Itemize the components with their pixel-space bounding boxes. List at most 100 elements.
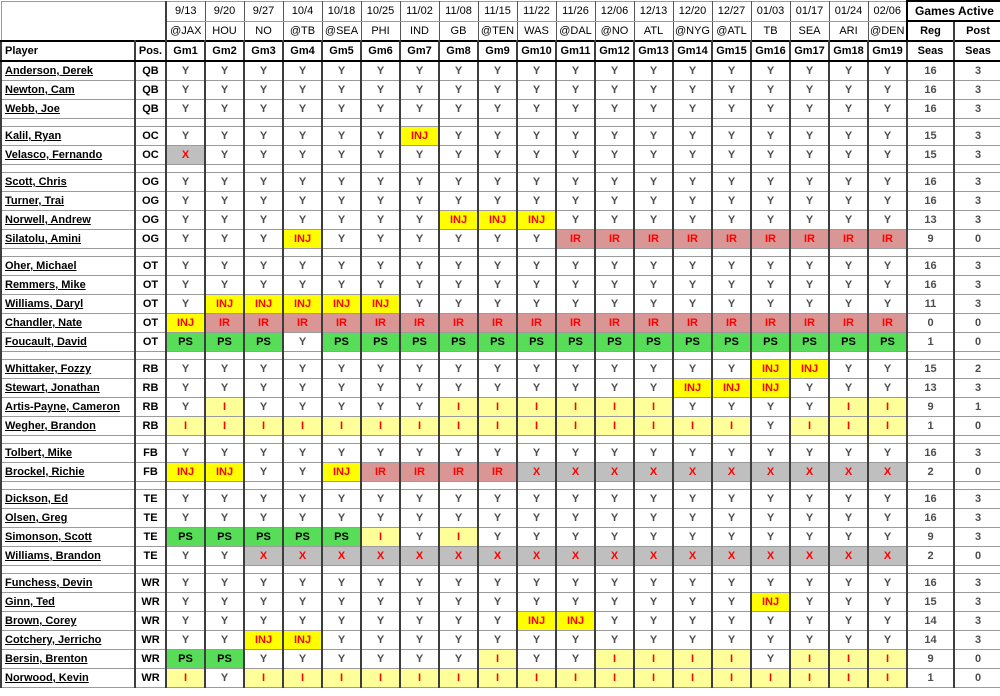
status-cell[interactable]: Y	[360, 126, 401, 146]
post-season-total-cell[interactable]: 3	[953, 275, 1000, 295]
status-cell[interactable]: Y	[438, 275, 479, 295]
game-label-header[interactable]: Gm8	[438, 40, 479, 62]
status-cell[interactable]: Y	[360, 210, 401, 230]
status-cell[interactable]: Y	[204, 359, 245, 379]
status-cell[interactable]: IR	[555, 313, 596, 333]
status-cell[interactable]: Y	[165, 546, 206, 566]
position-cell[interactable]: WR	[134, 630, 167, 650]
post-season-total-cell[interactable]: 3	[953, 172, 1000, 192]
status-cell[interactable]: PS	[165, 649, 206, 669]
status-cell[interactable]: Y	[399, 359, 440, 379]
reg-season-total-cell[interactable]: 1	[906, 416, 955, 436]
status-cell[interactable]: Y	[867, 592, 908, 612]
status-cell[interactable]: Y	[477, 60, 518, 81]
status-cell[interactable]: Y	[516, 573, 557, 593]
position-cell[interactable]: RB	[134, 359, 167, 379]
status-cell[interactable]: Y	[867, 508, 908, 528]
player-name-cell[interactable]: Chandler, Nate	[0, 313, 136, 333]
status-cell[interactable]: Y	[477, 229, 518, 249]
reg-season-total-cell[interactable]: 15	[906, 126, 955, 146]
status-cell[interactable]: I	[555, 668, 596, 688]
status-cell[interactable]: INJ	[243, 630, 284, 650]
status-cell[interactable]: Y	[711, 294, 752, 314]
status-cell[interactable]: Y	[672, 508, 713, 528]
status-cell[interactable]: Y	[282, 145, 323, 165]
reg-season-total-cell[interactable]: 15	[906, 145, 955, 165]
status-cell[interactable]: PS	[750, 332, 791, 352]
status-cell[interactable]: Y	[750, 126, 791, 146]
status-cell[interactable]: Y	[594, 126, 635, 146]
status-cell[interactable]: X	[516, 462, 557, 482]
status-cell[interactable]: Y	[516, 80, 557, 100]
game-label-header[interactable]: Gm18	[828, 40, 869, 62]
status-cell[interactable]: Y	[750, 416, 791, 436]
status-cell[interactable]: Y	[516, 191, 557, 211]
status-cell[interactable]: Y	[789, 397, 830, 417]
status-cell[interactable]: INJ	[750, 378, 791, 398]
status-cell[interactable]: Y	[711, 60, 752, 81]
status-cell[interactable]: Y	[243, 99, 284, 119]
post-season-total-cell[interactable]: 1	[953, 397, 1000, 417]
status-cell[interactable]: Y	[555, 145, 596, 165]
status-cell[interactable]: Y	[477, 172, 518, 192]
status-cell[interactable]: Y	[672, 489, 713, 509]
status-cell[interactable]: Y	[282, 256, 323, 276]
status-cell[interactable]: PS	[789, 332, 830, 352]
status-cell[interactable]: Y	[321, 172, 362, 192]
game-opponent-header[interactable]: @TB	[282, 20, 323, 42]
status-cell[interactable]: Y	[867, 359, 908, 379]
status-cell[interactable]: Y	[555, 630, 596, 650]
status-cell[interactable]: Y	[789, 630, 830, 650]
status-cell[interactable]: IR	[516, 313, 557, 333]
status-cell[interactable]: IR	[555, 229, 596, 249]
status-cell[interactable]: Y	[438, 378, 479, 398]
post-season-total-cell[interactable]: 3	[953, 611, 1000, 631]
status-cell[interactable]: Y	[750, 60, 791, 81]
status-cell[interactable]: I	[360, 668, 401, 688]
game-label-header[interactable]: Gm15	[711, 40, 752, 62]
status-cell[interactable]: Y	[321, 489, 362, 509]
status-cell[interactable]: Y	[711, 359, 752, 379]
status-cell[interactable]: Y	[438, 649, 479, 669]
reg-season-total-cell[interactable]: 9	[906, 649, 955, 669]
status-cell[interactable]: Y	[282, 489, 323, 509]
status-cell[interactable]: PS	[243, 332, 284, 352]
status-cell[interactable]: Y	[321, 210, 362, 230]
reg-season-total-cell[interactable]: 14	[906, 611, 955, 631]
status-cell[interactable]: I	[867, 416, 908, 436]
status-cell[interactable]: Y	[438, 508, 479, 528]
status-cell[interactable]: Y	[789, 172, 830, 192]
status-cell[interactable]: Y	[165, 99, 206, 119]
game-label-header[interactable]: Gm7	[399, 40, 440, 62]
game-label-header[interactable]: Gm3	[243, 40, 284, 62]
status-cell[interactable]: Y	[789, 508, 830, 528]
status-cell[interactable]: Y	[282, 60, 323, 81]
status-cell[interactable]: Y	[789, 99, 830, 119]
position-cell[interactable]: RB	[134, 397, 167, 417]
status-cell[interactable]: I	[711, 649, 752, 669]
status-cell[interactable]: Y	[672, 443, 713, 463]
status-cell[interactable]: Y	[867, 378, 908, 398]
status-cell[interactable]: Y	[672, 256, 713, 276]
post-season-total-cell[interactable]: 3	[953, 145, 1000, 165]
status-cell[interactable]: Y	[282, 172, 323, 192]
status-cell[interactable]: INJ	[321, 294, 362, 314]
status-cell[interactable]: Y	[867, 256, 908, 276]
status-cell[interactable]: Y	[672, 172, 713, 192]
status-cell[interactable]: Y	[243, 649, 284, 669]
status-cell[interactable]: IR	[828, 313, 869, 333]
status-cell[interactable]: X	[282, 546, 323, 566]
game-opponent-header[interactable]: @SEA	[321, 20, 362, 42]
status-cell[interactable]: Y	[594, 80, 635, 100]
status-cell[interactable]: Y	[438, 592, 479, 612]
status-cell[interactable]: Y	[516, 649, 557, 669]
status-cell[interactable]: Y	[750, 397, 791, 417]
game-date-header[interactable]: 02/06	[867, 0, 908, 22]
status-cell[interactable]: Y	[282, 443, 323, 463]
status-cell[interactable]: INJ	[438, 210, 479, 230]
status-cell[interactable]: X	[750, 462, 791, 482]
status-cell[interactable]: Y	[399, 99, 440, 119]
status-cell[interactable]: Y	[204, 378, 245, 398]
status-cell[interactable]: Y	[165, 256, 206, 276]
game-label-header[interactable]: Gm1	[165, 40, 206, 62]
